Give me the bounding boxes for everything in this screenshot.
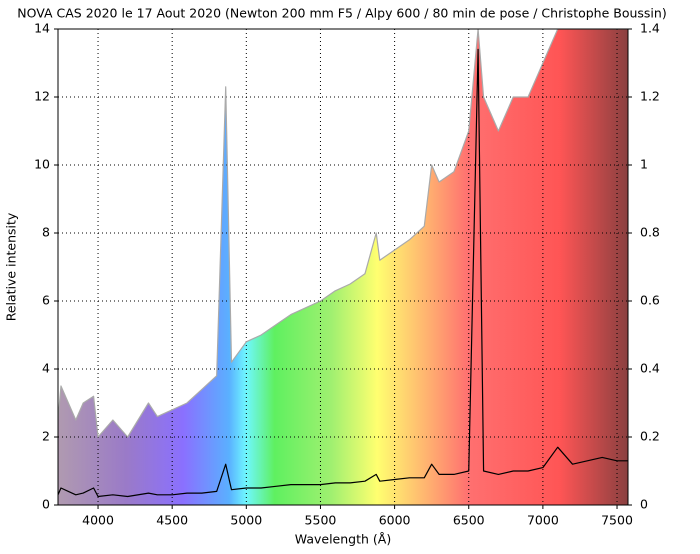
plot-area: [58, 29, 628, 505]
y2-tick-label: 0.4: [640, 361, 660, 376]
y-tick-label: 4: [42, 361, 50, 376]
y-tick-label: 2: [42, 429, 50, 444]
x-axis-label: Wavelength (Å): [295, 532, 391, 547]
x-tick-label: 4000: [82, 513, 114, 528]
x-tick-label: 7500: [601, 513, 633, 528]
y-tick-label: 6: [42, 293, 50, 308]
x-tick-label: 6500: [453, 513, 485, 528]
y2-tick-label: 1.2: [640, 89, 660, 104]
chart-title: NOVA CAS 2020 le 17 Aout 2020 (Newton 20…: [17, 6, 666, 21]
y2-tick-label: 0.6: [640, 293, 660, 308]
y-tick-label: 8: [42, 225, 50, 240]
y2-tick-label: 0.2: [640, 429, 660, 444]
axes: 4000 4500 5000 5500 6000 6500 7000 750002468101…: [34, 21, 660, 528]
y2-tick-label: 0.8: [640, 225, 660, 240]
y-axis-label: Relative intensity: [4, 212, 19, 321]
x-tick-label: 5500: [305, 513, 337, 528]
y2-tick-label: 1.4: [640, 21, 660, 36]
y-tick-label: 0: [42, 497, 50, 512]
y-tick-label: 12: [34, 89, 50, 104]
plot-frame: [57, 28, 629, 506]
x-tick-label: 6000: [379, 513, 411, 528]
y-tick-label: 14: [34, 21, 50, 36]
spectrum-line: [58, 48, 628, 498]
y-tick-label: 10: [34, 157, 50, 172]
x-tick-label: 5000: [230, 513, 262, 528]
y2-tick-label: 1: [640, 157, 648, 172]
y2-tick-label: 0: [640, 497, 648, 512]
x-tick-label: 4500: [156, 513, 188, 528]
spectrum-line: [58, 29, 628, 438]
x-tick-label: 7000: [527, 513, 559, 528]
spectrum-fill: [58, 29, 628, 505]
